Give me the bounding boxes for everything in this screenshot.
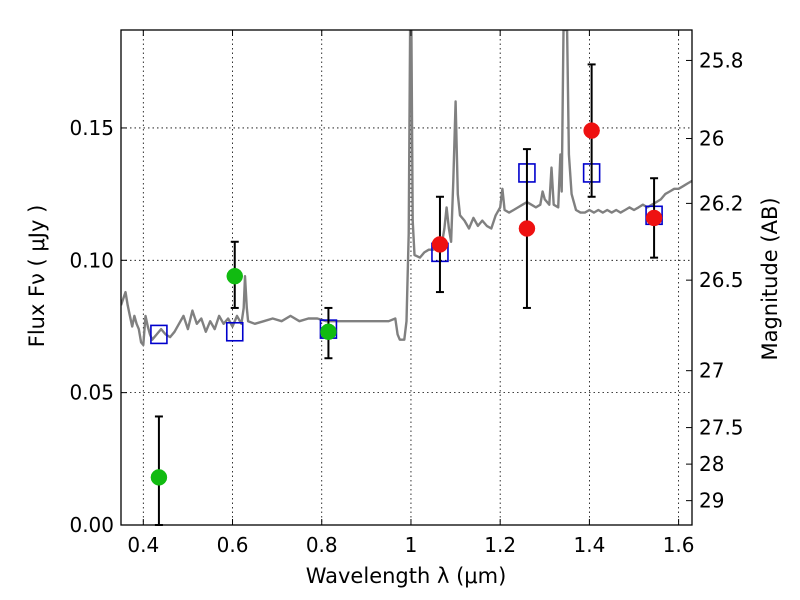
y-tick-label: 0.15 [69,116,114,140]
data-point [583,122,600,139]
data-point [226,267,244,285]
plot-frame [120,29,693,526]
x-tick-label: 0.8 [306,533,338,557]
plot-area [121,30,692,526]
right-tick-label: 26 [699,127,724,151]
right-tick-label: 26.5 [699,268,744,292]
data-point [645,209,663,227]
x-tick-label: 0.4 [127,533,159,557]
data-point [320,323,337,341]
right-tick-label: 29 [699,489,724,513]
right-tick-label: 27 [699,359,724,383]
x-axis-label: Wavelength λ (μm) [306,564,507,588]
right-tick-label: 28 [699,452,724,476]
x-tick-label: 1.4 [573,533,605,557]
y-tick-label: 0.00 [69,513,114,537]
x-tick-label: 1.6 [663,533,695,557]
x-tick-label: 1.2 [484,533,516,557]
data-point [150,469,168,486]
x-tick-label: 0.6 [217,533,249,557]
data-point [518,220,536,237]
axis-ticks: 0.4 0.6 0.8 1 1.2 1.4 1.6 0.00 0.05 0.10 0.15 25.8 2… [69,30,744,557]
right-tick-label: 25.8 [699,48,744,72]
model-photometry-square [150,324,168,345]
model-photometry-square [225,321,244,342]
y-axis-label: Flux Fν ( μJy ) [25,205,49,348]
right-tick-label: 27.5 [699,416,744,440]
spectrum-line [121,30,692,347]
right-axis-label: Magnitude (AB) [758,197,782,360]
x-tick-label: 1 [405,533,418,557]
right-tick-label: 26.2 [699,191,744,215]
y-tick-label: 0.05 [69,381,114,405]
y-tick-label: 0.10 [69,248,114,272]
data-point [431,236,449,253]
